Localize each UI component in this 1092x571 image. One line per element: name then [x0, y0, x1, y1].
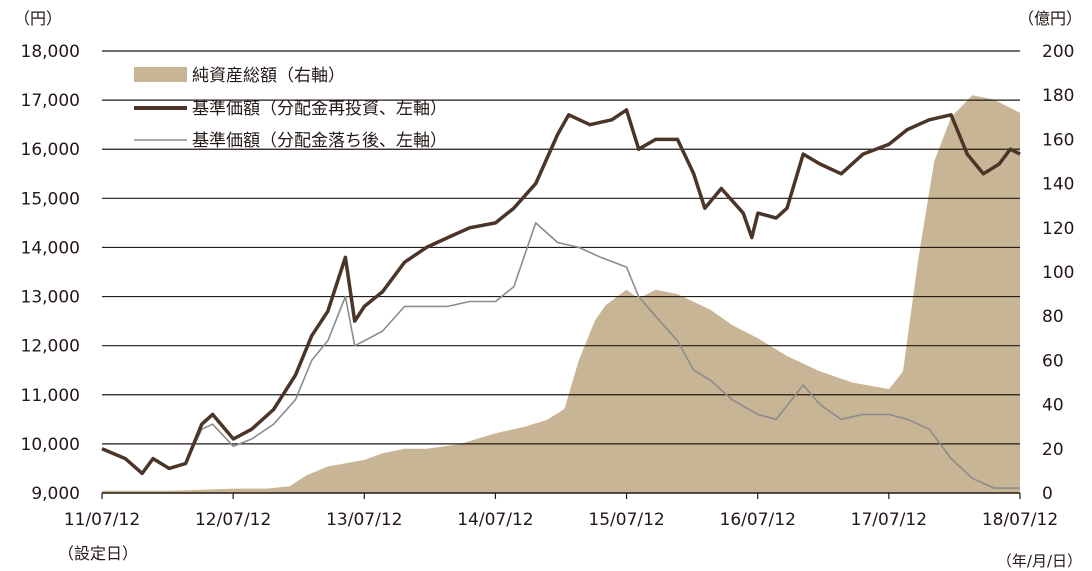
left-axis-tick-label: 13,000	[21, 288, 80, 308]
legend-swatch-net-assets	[134, 67, 187, 82]
left-axis-tick-label: 12,000	[21, 337, 80, 357]
right-axis-tick-label: 140	[1042, 175, 1074, 195]
left-axis-tick-label: 16,000	[21, 140, 80, 160]
x-axis-tick-label: 13/07/12	[326, 510, 402, 530]
right-axis-tick-label: 20	[1042, 440, 1064, 460]
left-axis-unit: （円）	[14, 9, 62, 28]
net-assets-area-layer	[102, 95, 1020, 493]
x-axis-tick-label: 11/07/12	[64, 510, 140, 530]
x-axis-tick-label: 18/07/12	[982, 510, 1058, 530]
x-axis-tick-label: 16/07/12	[720, 510, 796, 530]
right-axis-tick-label: 60	[1042, 351, 1064, 371]
right-axis-tick-label: 120	[1042, 219, 1074, 239]
left-axis-tick-label: 10,000	[21, 435, 80, 455]
right-axis-tick-label: 200	[1042, 42, 1074, 62]
left-axis-tick-label: 11,000	[21, 386, 80, 406]
right-axis-tick-label: 0	[1042, 484, 1053, 504]
x-axis-tick-label: 17/07/12	[851, 510, 927, 530]
start-date-label: （設定日）	[58, 544, 138, 563]
left-axis-tick-label: 18,000	[21, 42, 80, 62]
x-axis-unit: （年/月/日）	[997, 552, 1082, 570]
net-assets-area	[102, 95, 1020, 493]
right-axis-tick-label: 40	[1042, 396, 1064, 416]
legend: 純資産総額（右軸） 基準価額（分配金再投資、左軸） 基準価額（分配金落ち後、左軸…	[134, 66, 447, 151]
left-axis-tick-label: 14,000	[21, 238, 80, 258]
x-axis-tick-label: 14/07/12	[457, 510, 533, 530]
left-axis-tick-label: 15,000	[21, 189, 80, 209]
legend-label-nav-after-dist: 基準価額（分配金落ち後、左軸）	[192, 131, 447, 151]
legend-label-nav-reinvested: 基準価額（分配金再投資、左軸）	[192, 99, 447, 119]
left-axis-tick-label: 17,000	[21, 91, 80, 111]
x-axis-tick-label: 15/07/12	[588, 510, 664, 530]
right-axis-unit: （億円）	[1018, 9, 1082, 28]
right-axis-tick-label: 180	[1042, 86, 1074, 106]
right-axis-tick-label: 100	[1042, 263, 1074, 283]
right-axis-tick-label: 160	[1042, 130, 1074, 150]
left-axis-tick-label: 9,000	[31, 484, 80, 504]
right-axis-tick-label: 80	[1042, 307, 1064, 327]
legend-label-net-assets: 純資産総額（右軸）	[192, 66, 345, 86]
x-axis-tick-label: 12/07/12	[195, 510, 271, 530]
